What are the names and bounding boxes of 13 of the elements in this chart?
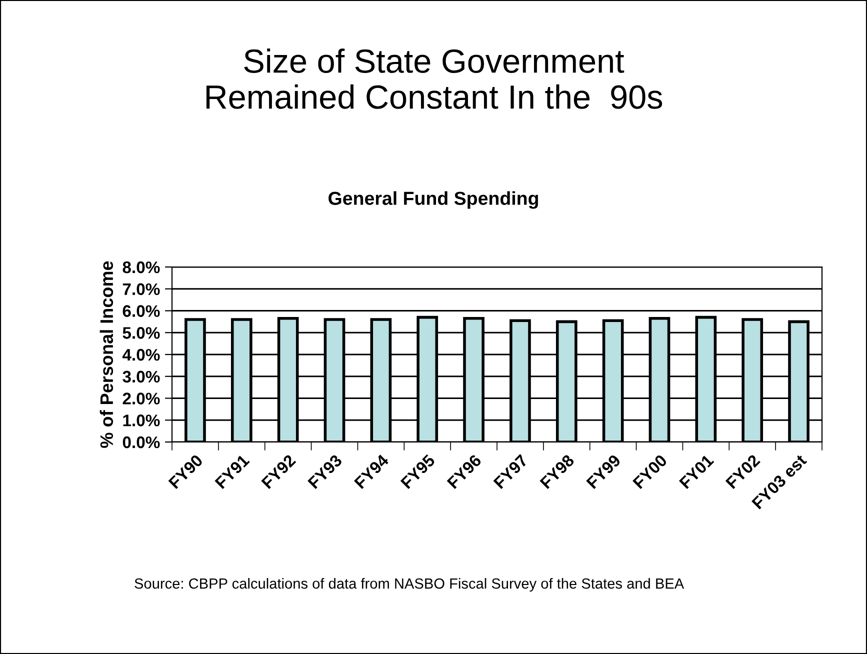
y-tick-label: 4.0% (122, 348, 160, 361)
y-tick-label: 6.0% (122, 305, 160, 317)
chart-title: Size of State Government Remained Constant In the 90s (206, 48, 662, 109)
y-tick-label: 8.0% (122, 261, 160, 274)
y-tick-label: 0.0% (122, 436, 160, 448)
y-tick-label: 5.0% (122, 327, 160, 339)
y-axis-title: % of Personal Income (100, 261, 114, 448)
y-tick-label: 7.0% (122, 283, 160, 296)
chart-subtitle: General Fund Spending (328, 191, 538, 209)
y-tick-label: 2.0% (122, 392, 160, 404)
source-note: Source: CBPP calculations of data from NASBO Fiscal Survey of the States and BEA (134, 578, 684, 592)
y-tick-label: 3.0% (122, 370, 160, 383)
y-tick-label: 1.0% (123, 414, 160, 426)
